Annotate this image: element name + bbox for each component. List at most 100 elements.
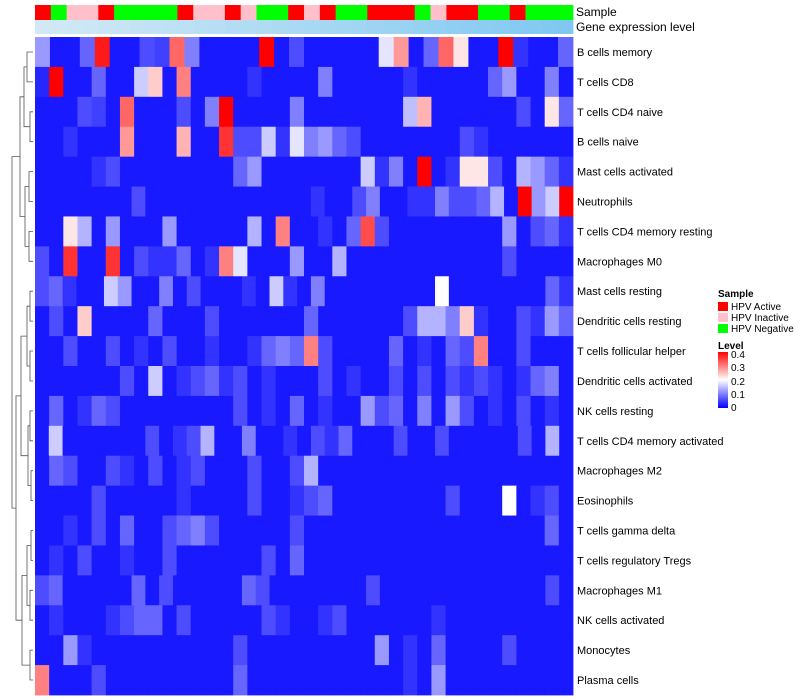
sample-legend-label-inactive: HPV Inactive [731, 313, 789, 324]
heatmap-cell [318, 156, 333, 187]
heatmap-cell [459, 605, 475, 636]
level-tick-4: 0 [731, 403, 737, 414]
heatmap-cell [374, 156, 390, 187]
dendrogram-branch [30, 470, 33, 501]
dendrogram-branch [21, 575, 30, 666]
expression-annotation-cell [82, 20, 99, 34]
heatmap-cell [558, 545, 574, 576]
heatmap-cell [91, 126, 107, 158]
expression-annotation-cell [462, 20, 479, 34]
expression-annotation-cell [114, 20, 131, 34]
heatmap-cell [388, 485, 404, 516]
heatmap-cell [473, 515, 489, 546]
heatmap-cell [544, 545, 560, 576]
sample-annotation-cell [367, 5, 384, 20]
heatmap-cell [459, 455, 475, 487]
heatmap-cell [417, 216, 432, 247]
heatmap-cell [261, 515, 277, 546]
heatmap-cell [261, 246, 277, 277]
heatmap-cell [275, 515, 291, 546]
heatmap-cell [35, 575, 50, 606]
heatmap-cell [379, 575, 395, 606]
heatmap-cell [544, 96, 560, 128]
heatmap-cell [90, 276, 105, 307]
heatmap-cell [275, 336, 291, 367]
heatmap-cell [63, 246, 78, 277]
heatmap-cell [502, 216, 517, 247]
heatmap-cell [261, 545, 277, 576]
heatmap-cell [91, 156, 107, 187]
heatmap-cell [119, 635, 135, 666]
heatmap-cell [544, 366, 560, 397]
heatmap-cell [119, 515, 135, 546]
heatmap-cell [516, 66, 531, 98]
heatmap-cell [35, 306, 50, 337]
heatmap-cell [63, 96, 78, 128]
heatmap-cell [374, 366, 390, 397]
heatmap-cell [558, 126, 574, 158]
heatmap-cell [35, 246, 50, 277]
heatmap-cell [360, 126, 376, 158]
expression-annotation-cell [478, 20, 495, 34]
heatmap-cell [204, 455, 220, 487]
heatmap-cell [48, 425, 63, 457]
heatmap-cell [204, 515, 220, 546]
heatmap-cell [62, 186, 77, 217]
expression-annotation-cell [66, 20, 83, 34]
heatmap-cell [77, 306, 93, 337]
heatmap-cell [289, 216, 305, 247]
heatmap-cell [35, 216, 50, 247]
heatmap-cell [186, 425, 201, 457]
heatmap-cell [148, 545, 163, 576]
heatmap-cell [504, 186, 519, 217]
heatmap-cell [332, 605, 347, 636]
heatmap-cell [431, 485, 446, 516]
heatmap-cell [119, 66, 135, 98]
heatmap-cell [421, 425, 436, 457]
heatmap-cell [445, 605, 461, 636]
heatmap-cell [360, 455, 376, 487]
heatmap-cell [407, 425, 422, 457]
heatmap-cell [289, 605, 305, 636]
heatmap-cell [62, 575, 77, 606]
heatmap-cell [64, 37, 81, 68]
heatmap-cell [468, 37, 484, 68]
heatmap-cell [431, 635, 446, 666]
heatmap-cell [304, 216, 319, 247]
heatmap-cell [388, 395, 404, 427]
heatmap-cell [517, 276, 533, 307]
heatmap-cell [134, 306, 149, 337]
heatmap-cell [247, 216, 262, 247]
heatmap-cell [229, 37, 245, 68]
heatmap-cell [544, 455, 560, 487]
heatmap-cell [366, 425, 381, 457]
heatmap-cell [91, 605, 107, 636]
heatmap-cell [304, 126, 319, 158]
heatmap-cell [318, 336, 333, 367]
heatmap-cell [473, 545, 489, 576]
heatmap-cell [244, 37, 260, 68]
heatmap-cell [366, 186, 381, 217]
heatmap-cell [49, 605, 64, 636]
heatmap-cell [374, 665, 390, 696]
heatmap-cell [117, 276, 132, 307]
heatmap-cell [530, 306, 546, 337]
heatmap-cell [304, 605, 319, 636]
heatmap-cell [490, 186, 505, 217]
heatmap-cell [360, 336, 376, 367]
heatmap-cell [346, 545, 362, 576]
heatmap-cell [431, 96, 446, 128]
heatmap-cell [214, 276, 229, 307]
heatmap-cell [190, 336, 206, 367]
heatmap-cell [176, 156, 192, 187]
heatmap-cell [275, 665, 291, 696]
heatmap-cell [190, 605, 206, 636]
heatmap-cell [459, 246, 475, 277]
heatmap-cell [255, 186, 270, 217]
heatmap-cell [172, 425, 188, 457]
heatmap-cell [145, 425, 160, 457]
heatmap-cell [176, 395, 192, 427]
heatmap-cell [289, 156, 305, 187]
heatmap-cell [530, 336, 546, 367]
heatmap-cell [310, 186, 326, 217]
